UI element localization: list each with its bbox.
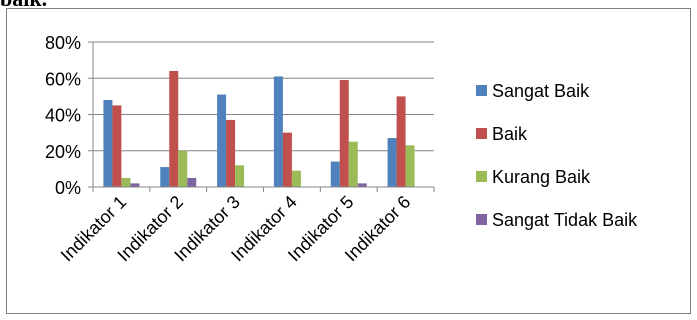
bar-baik-6 bbox=[396, 96, 406, 187]
bars bbox=[103, 71, 415, 187]
legend-label: Sangat Baik bbox=[492, 81, 590, 101]
y-tick-label: 20% bbox=[45, 142, 81, 162]
bar-baik-3 bbox=[226, 119, 236, 187]
x-axis bbox=[92, 42, 435, 192]
bar-kurang-baik-6 bbox=[405, 145, 415, 187]
bar-sangat-baik-4 bbox=[273, 76, 283, 187]
legend-label: Sangat Tidak Baik bbox=[492, 210, 638, 230]
y-tick-labels: 0% 20% 40% 60% 80% bbox=[45, 33, 81, 198]
chart-frame: 0% 20% 40% 60% 80% Indikator 1 Indikator 2 Ind… bbox=[6, 8, 691, 314]
legend-swatch bbox=[476, 214, 487, 225]
bar-baik-4 bbox=[282, 132, 292, 187]
legend-swatch bbox=[476, 85, 487, 96]
bar-kurang-baik-5 bbox=[348, 141, 358, 187]
bar-baik-1 bbox=[112, 105, 122, 187]
gridlines bbox=[88, 41, 434, 188]
bar-baik-5 bbox=[339, 80, 349, 187]
bar-kurang-baik-1 bbox=[121, 177, 131, 187]
y-tick-label: 0% bbox=[55, 178, 81, 198]
bar-sangat-tidak-baik-2 bbox=[187, 177, 197, 187]
bar-kurang-baik-2 bbox=[178, 150, 188, 187]
y-tick-label: 60% bbox=[45, 69, 81, 89]
header-text-fragment: baik. bbox=[0, 0, 47, 12]
bar-sangat-baik-3 bbox=[217, 94, 227, 187]
legend-swatch bbox=[476, 128, 487, 139]
y-tick-label: 80% bbox=[45, 33, 81, 53]
bar-sangat-tidak-baik-5 bbox=[357, 183, 367, 187]
bar-kurang-baik-3 bbox=[235, 165, 245, 187]
bar-sangat-baik-2 bbox=[160, 167, 170, 187]
bar-kurang-baik-4 bbox=[291, 170, 301, 187]
legend-label: Kurang Baik bbox=[492, 167, 591, 187]
legend-swatch bbox=[476, 171, 487, 182]
bar-baik-2 bbox=[169, 71, 179, 187]
bar-sangat-baik-5 bbox=[330, 161, 340, 187]
bar-sangat-baik-1 bbox=[103, 100, 113, 187]
y-tick-label: 40% bbox=[45, 106, 81, 126]
legend-label: Baik bbox=[492, 124, 528, 144]
bar-sangat-baik-6 bbox=[387, 138, 397, 187]
bar-sangat-tidak-baik-1 bbox=[130, 183, 140, 187]
legend: Sangat Baik Baik Kurang Baik Sangat Tidak B… bbox=[476, 81, 638, 230]
